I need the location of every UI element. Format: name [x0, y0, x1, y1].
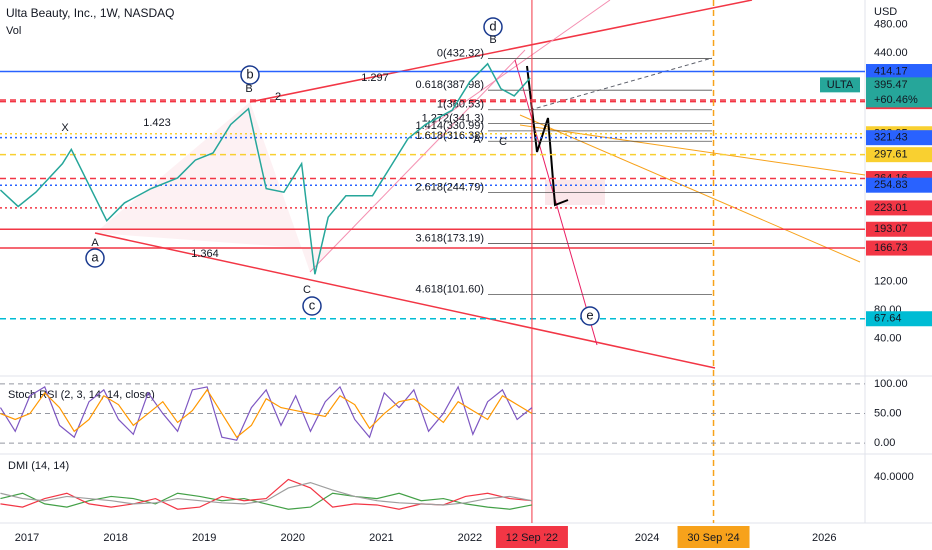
annotation: 1.297: [361, 72, 389, 84]
x-tick-label: 2022: [458, 532, 482, 544]
price-badge-label: 254.83: [874, 179, 908, 191]
date-marker-badge: [677, 526, 750, 548]
stoch-title: Stoch RSI (2, 3, 14, 14, close): [8, 389, 155, 401]
y-tick-label: 120.00: [874, 275, 908, 287]
price-badge-label: 223.01: [874, 202, 908, 214]
y-tick-label: 480.00: [874, 18, 908, 30]
annotation: B: [489, 34, 496, 46]
wave-label: d: [489, 18, 496, 33]
date-marker-label: 30 Sep '24: [687, 532, 739, 544]
last-price-badge: [866, 77, 932, 108]
y-tick-label: 40.00: [874, 332, 902, 344]
fib-label: 4.618(101.60): [416, 283, 485, 295]
x-tick-label: 2021: [369, 532, 393, 544]
x-tick-label: 2017: [15, 532, 39, 544]
fib-label: 1.414(330.99): [416, 120, 485, 132]
price-badge: [866, 200, 932, 216]
price-badge-label: 297.61: [874, 149, 908, 161]
annotation: X: [61, 122, 69, 134]
fib-label: 1.618(316.38): [416, 130, 485, 142]
x-tick-label: 2024: [635, 532, 659, 544]
currency: USD: [874, 6, 897, 18]
fib-label: 1(360.53): [437, 99, 484, 111]
wave-label: e: [586, 307, 593, 322]
symbol-label: ULTA: [827, 79, 854, 91]
volume-label: Vol: [6, 25, 21, 37]
wave-circle: [85, 248, 105, 268]
last-price: 395.47: [874, 79, 908, 91]
trend-line: [94, 232, 716, 369]
projection-line: [514, 59, 598, 346]
price-badge-label: 67.64: [874, 313, 902, 325]
annotation: C: [499, 136, 507, 148]
channel-line: [424, 0, 611, 131]
y-tick-label: 50.00: [874, 407, 902, 419]
annotation: 1.423: [143, 117, 171, 129]
indicator-line: [0, 492, 533, 510]
fan-line: [519, 114, 861, 263]
dmi-title: DMI (14, 14): [8, 460, 69, 472]
channel-line: [309, 49, 526, 273]
wave-label: b: [246, 66, 253, 81]
price-badge: [866, 177, 932, 193]
fan-line: [519, 124, 866, 176]
y-tick-label: 440.00: [874, 47, 908, 59]
chart-title: Ulta Beauty, Inc., 1W, NASDAQ: [6, 6, 175, 20]
y-tick-label: 40.0000: [874, 471, 914, 483]
date-marker-badge: [495, 526, 568, 548]
x-tick-label: 2019: [192, 532, 216, 544]
fib-label: 3.618(173.19): [416, 232, 485, 244]
price-badge: [866, 221, 932, 237]
price-badge-label: 321.43: [874, 132, 908, 144]
indicator-line: [0, 481, 533, 506]
wave-circle: [580, 306, 600, 326]
wave-circle: [483, 17, 503, 37]
wave-circle: [302, 296, 322, 316]
price-badge-label: 414.17: [874, 65, 908, 77]
fib-label: 0.618(387.98): [416, 79, 485, 91]
price-badge: [866, 64, 932, 80]
annotation: A: [91, 237, 99, 249]
x-tick-label: 2018: [103, 532, 127, 544]
x-tick-label: 2020: [281, 532, 305, 544]
fib-label: 1.272(341.3): [422, 112, 484, 124]
fib-label: 2.618(244.79): [416, 181, 485, 193]
date-marker-label: 12 Sep '22: [506, 532, 558, 544]
x-tick-label: 2026: [812, 532, 836, 544]
wave-label: a: [91, 249, 99, 264]
price-badge-label: 193.07: [874, 223, 908, 235]
price-line-series: [0, 62, 531, 275]
annotation: 2: [275, 91, 281, 103]
pattern-zone: [95, 50, 525, 272]
wave-circle: [240, 65, 260, 85]
wave-label: c: [309, 297, 316, 312]
symbol-badge: [820, 77, 860, 93]
price-badge: [866, 147, 932, 163]
annotation: C: [303, 284, 311, 296]
y-tick-label: 100.00: [874, 378, 908, 390]
price-badge: [866, 130, 932, 146]
fib-label: 0(432.32): [437, 47, 484, 59]
last-change: +60.46%: [874, 94, 918, 106]
price-badge-label: 166.73: [874, 242, 908, 254]
trend-line: [249, 0, 753, 103]
annotation: 1.364: [191, 248, 219, 260]
price-badge: [866, 311, 932, 327]
indicator-line: [0, 385, 533, 441]
annotation: A: [473, 134, 481, 146]
indicator-line: [0, 388, 533, 439]
price-badge: [866, 240, 932, 256]
annotation: B: [245, 83, 252, 95]
y-tick-label: 0.00: [874, 437, 895, 449]
